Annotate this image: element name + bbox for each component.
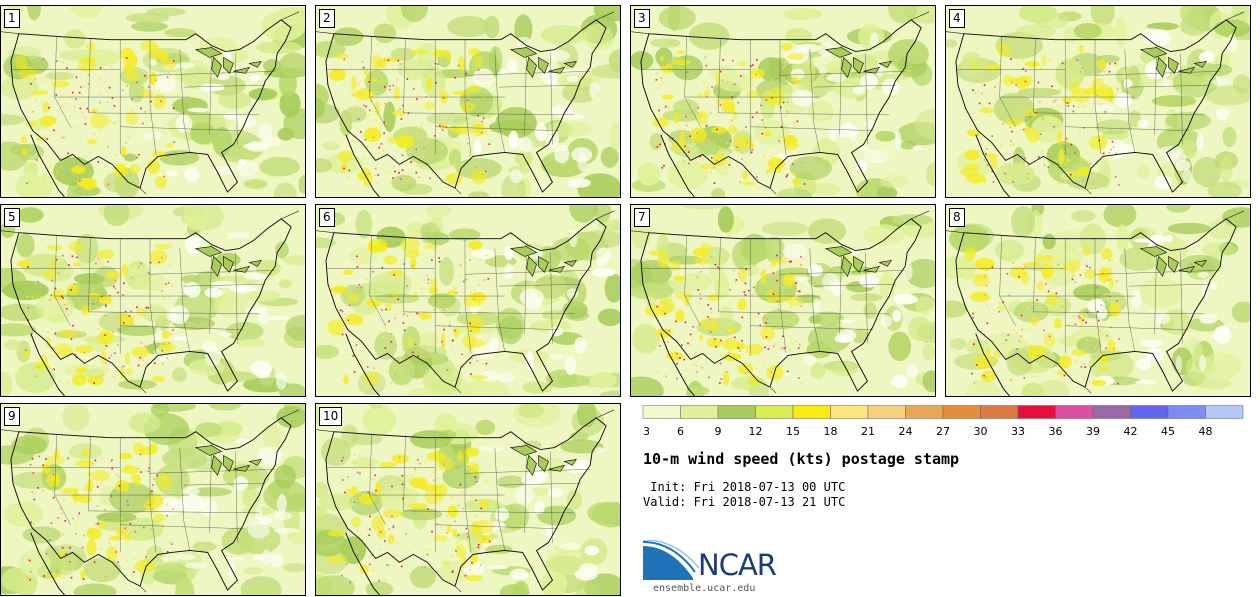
colorbar-swatch [1055, 405, 1094, 419]
colorbar-swatch [867, 405, 906, 419]
wind-map [1, 205, 305, 396]
wind-map [946, 6, 1250, 197]
member-label: 5 [4, 208, 20, 227]
member-label: 8 [949, 208, 965, 227]
colorbar-tick-label: 36 [1049, 425, 1063, 438]
member-map-10[interactable]: 10 [315, 403, 621, 596]
wind-map [946, 205, 1250, 396]
colorbar-legend: 3 6 9 12 15 18 21 24 27 30 33 36 39 42 45 48 [642, 405, 1244, 438]
colorbar-swatch [755, 405, 794, 419]
colorbar-tick-label: 30 [974, 425, 988, 438]
wind-map [631, 205, 935, 396]
member-label: 3 [634, 9, 650, 28]
member-map-8[interactable]: 8 [945, 204, 1251, 397]
colorbar-swatch [680, 405, 719, 419]
member-label: 1 [4, 9, 20, 28]
wind-map [1, 404, 305, 595]
colorbar-tick-label: 42 [1124, 425, 1138, 438]
ensemble-url: ensemble.ucar.edu [653, 583, 756, 594]
colorbar-tick-label: 45 [1161, 425, 1175, 438]
colorbar-swatch [830, 405, 869, 419]
member-map-1[interactable]: 1 [0, 5, 306, 198]
wind-map [316, 205, 620, 396]
colorbar-tick-label: 12 [749, 425, 763, 438]
colorbar-tick-label: 33 [1011, 425, 1025, 438]
colorbar-swatch [1017, 405, 1056, 419]
member-map-5[interactable]: 5 [0, 204, 306, 397]
member-map-6[interactable]: 6 [315, 204, 621, 397]
valid-time: Valid: Fri 2018-07-13 21 UTC [643, 495, 846, 509]
member-label: 2 [319, 9, 335, 28]
member-map-7[interactable]: 7 [630, 204, 936, 397]
colorbar-swatch [642, 405, 681, 419]
member-map-4[interactable]: 4 [945, 5, 1251, 198]
member-label: 10 [319, 407, 343, 426]
init-time: Init: Fri 2018-07-13 00 UTC [643, 480, 846, 494]
colorbar-swatch [905, 405, 944, 419]
colorbar-tick-label: 21 [861, 425, 875, 438]
colorbar-swatch [1130, 405, 1169, 419]
wind-map [1, 6, 305, 197]
wind-map [316, 404, 620, 595]
member-map-3[interactable]: 3 [630, 5, 936, 198]
colorbar-swatch [942, 405, 981, 419]
colorbar-tick-label: 3 [643, 425, 650, 438]
member-map-2[interactable]: 2 [315, 5, 621, 198]
member-label: 7 [634, 208, 650, 227]
member-label: 6 [319, 208, 335, 227]
colorbar-tick-label: 39 [1086, 425, 1100, 438]
colorbar-tick-label: 18 [824, 425, 838, 438]
colorbar-swatch [792, 405, 831, 419]
member-label: 4 [949, 9, 965, 28]
colorbar-tick-label: 27 [936, 425, 950, 438]
wind-map [631, 6, 935, 197]
colorbar-tick-label: 48 [1199, 425, 1213, 438]
ncar-logo-icon [643, 540, 700, 580]
colorbar-swatch [717, 405, 756, 419]
colorbar-swatch [1205, 405, 1244, 419]
ncar-logo-text: NCAR [698, 548, 777, 582]
colorbar-tick-label: 24 [899, 425, 913, 438]
colorbar-swatch [1167, 405, 1206, 419]
colorbar-tick-label: 15 [786, 425, 800, 438]
member-map-9[interactable]: 9 [0, 403, 306, 596]
colorbar-swatch [1092, 405, 1131, 419]
colorbar-tick-label: 9 [715, 425, 722, 438]
wind-map [316, 6, 620, 197]
member-label: 9 [4, 407, 20, 426]
colorbar-tick-label: 6 [677, 425, 684, 438]
colorbar-swatch [980, 405, 1019, 419]
chart-title: 10-m wind speed (kts) postage stamp [643, 450, 960, 468]
